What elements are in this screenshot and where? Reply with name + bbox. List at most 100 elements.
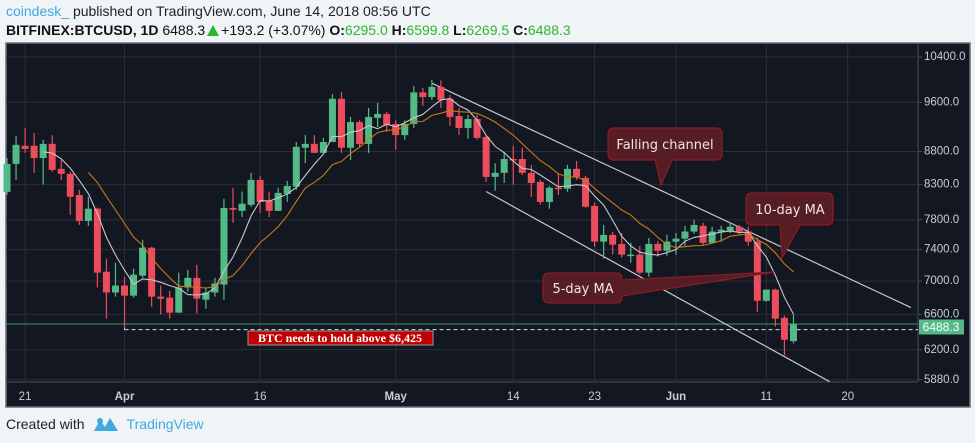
candle bbox=[482, 135, 490, 182]
low-label: L: bbox=[453, 22, 467, 38]
support-label-box bbox=[247, 330, 434, 346]
candle-body bbox=[582, 177, 590, 207]
candle-body bbox=[139, 247, 147, 276]
candle-body bbox=[57, 168, 65, 174]
x-tick-label: 11 bbox=[760, 391, 772, 403]
candle bbox=[789, 314, 797, 344]
x-tick-label: Apr bbox=[115, 391, 135, 403]
candle bbox=[202, 287, 210, 309]
candle-body bbox=[708, 231, 716, 243]
last-price-tag-text: 6488.3 bbox=[923, 320, 960, 334]
x-axis: 21 Apr 16 May 14 23 Jun 11 20 bbox=[19, 391, 854, 403]
y-tick-label: 7800.0 bbox=[924, 214, 959, 226]
candle bbox=[274, 187, 282, 211]
candle bbox=[66, 171, 74, 215]
candle bbox=[319, 137, 327, 153]
candle bbox=[545, 186, 553, 209]
candle-body bbox=[645, 243, 653, 273]
candle-body bbox=[328, 98, 336, 142]
ma10-line bbox=[87, 110, 794, 289]
candle bbox=[654, 240, 662, 257]
candle-body bbox=[111, 285, 119, 293]
candle bbox=[265, 191, 273, 217]
x-tick-label: Jun bbox=[666, 391, 686, 403]
callout-5-day-ma[interactable]: 5-day MA bbox=[542, 271, 775, 304]
candle bbox=[21, 127, 29, 153]
candle-body bbox=[157, 296, 165, 299]
candle bbox=[347, 116, 355, 160]
candle-body bbox=[265, 200, 273, 211]
candle bbox=[600, 224, 608, 259]
grid bbox=[6, 44, 919, 383]
x-tick-label: 14 bbox=[507, 391, 520, 403]
candle bbox=[184, 269, 192, 292]
y-tick-label: 10400.0 bbox=[924, 51, 966, 63]
candle bbox=[645, 237, 653, 277]
candle bbox=[193, 264, 201, 314]
candle-body bbox=[681, 231, 689, 239]
high-label: H: bbox=[391, 22, 407, 38]
y-tick-label: 6200.0 bbox=[924, 344, 959, 356]
candle-body bbox=[383, 113, 391, 125]
candle-body bbox=[166, 297, 174, 313]
tradingview-logo-icon[interactable] bbox=[93, 416, 119, 432]
open-label: O: bbox=[329, 22, 345, 38]
candle bbox=[220, 198, 228, 300]
candle-body bbox=[618, 243, 626, 255]
x-tick-label: 23 bbox=[588, 391, 601, 403]
candle bbox=[229, 187, 237, 223]
candle bbox=[102, 258, 110, 319]
candle-body bbox=[762, 289, 770, 301]
moving-averages bbox=[43, 98, 794, 315]
candle bbox=[582, 175, 590, 208]
candle bbox=[121, 276, 129, 328]
candle-body bbox=[30, 145, 38, 159]
triangle-up-icon bbox=[207, 25, 220, 36]
candle-body bbox=[699, 225, 707, 243]
candle-body bbox=[690, 224, 698, 232]
candle bbox=[328, 94, 336, 142]
callout-falling-channel[interactable]: Falling channel bbox=[607, 127, 723, 187]
candle-body bbox=[428, 86, 436, 98]
candle-body bbox=[554, 187, 562, 190]
candle-body bbox=[229, 207, 237, 210]
candle-body bbox=[446, 98, 454, 117]
created-with-text: Created with bbox=[6, 416, 85, 432]
candle bbox=[238, 191, 246, 217]
candle bbox=[401, 120, 409, 140]
candle bbox=[292, 141, 300, 190]
candle bbox=[527, 164, 535, 197]
callout-10-day-ma[interactable]: 10-day MA bbox=[745, 192, 834, 261]
candle bbox=[84, 196, 92, 226]
candle-body bbox=[39, 143, 47, 159]
candle-body bbox=[527, 172, 535, 183]
candle-body bbox=[12, 144, 20, 164]
candle-body bbox=[600, 234, 608, 242]
last-price-tag bbox=[919, 319, 964, 335]
candle bbox=[57, 159, 65, 180]
callout-text: 10-day MA bbox=[755, 203, 824, 218]
candle-body bbox=[93, 208, 101, 273]
candle-body bbox=[102, 271, 110, 293]
candle bbox=[356, 120, 364, 147]
candle-body bbox=[672, 238, 680, 242]
candle-body bbox=[347, 122, 355, 148]
y-axis: 10400.0 9600.0 8800.0 8300.0 7800.0 7400.0 700… bbox=[918, 51, 966, 386]
candle-body bbox=[193, 277, 201, 299]
candle-body bbox=[21, 145, 29, 149]
candle bbox=[166, 290, 174, 319]
candle-body bbox=[509, 158, 517, 161]
candle-body bbox=[627, 254, 635, 257]
candle bbox=[410, 86, 418, 128]
author-link[interactable]: coindesk_ bbox=[6, 3, 70, 19]
candle bbox=[464, 114, 472, 139]
candle bbox=[609, 231, 617, 255]
tradingview-link[interactable]: TradingView bbox=[126, 416, 204, 432]
candle bbox=[175, 272, 183, 313]
candle-body bbox=[148, 247, 156, 297]
symbol-info: BITFINEX:BTCUSD, 1D 6488.3 +193.2 (+3.07%… bbox=[6, 22, 571, 38]
candle-body bbox=[563, 168, 571, 189]
candle bbox=[12, 136, 20, 180]
candle-body bbox=[283, 186, 291, 194]
